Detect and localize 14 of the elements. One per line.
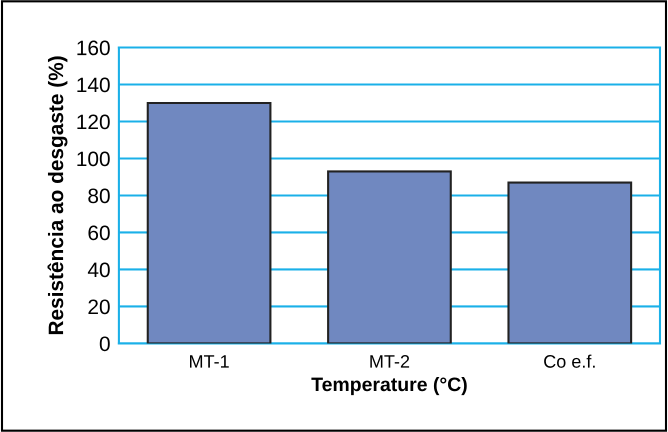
x-tick-label: MT-2 <box>370 355 410 368</box>
x-tick-label: Co e.f. <box>544 354 595 368</box>
y-tick-label: 80 <box>88 188 110 204</box>
y-tick-label: 160 <box>77 40 110 56</box>
y-tick-label: 40 <box>88 262 110 278</box>
y-tick-label: 140 <box>77 78 110 92</box>
y-tick-label: 0 <box>100 336 110 352</box>
y-axis-title: Resistência ao desgaste (%) <box>48 56 68 334</box>
y-tick-label: 120 <box>77 114 110 130</box>
y-tick-label: 60 <box>88 225 110 240</box>
x-tick-label: MT-1 <box>190 355 229 368</box>
y-tick-label: 20 <box>88 299 110 314</box>
y-tick-label: 100 <box>77 151 110 166</box>
x-axis-title: Temperature (°C) <box>311 376 467 396</box>
